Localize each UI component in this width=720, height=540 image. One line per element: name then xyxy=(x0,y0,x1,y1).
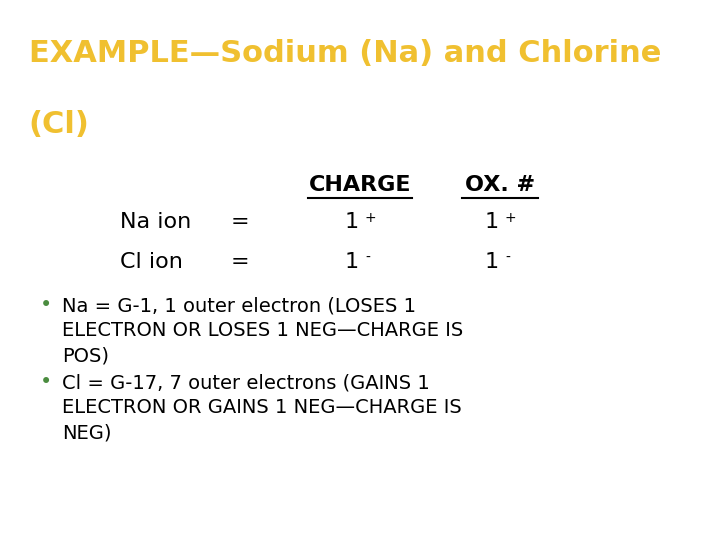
Text: CHARGE: CHARGE xyxy=(309,176,411,195)
Text: -: - xyxy=(505,251,510,265)
Text: Cl = G-17, 7 outer electrons (GAINS 1: Cl = G-17, 7 outer electrons (GAINS 1 xyxy=(62,373,430,392)
Text: Na = G-1, 1 outer electron (LOSES 1: Na = G-1, 1 outer electron (LOSES 1 xyxy=(62,296,416,315)
Text: EXAMPLE—Sodium (Na) and Chlorine: EXAMPLE—Sodium (Na) and Chlorine xyxy=(29,39,661,69)
Text: 1: 1 xyxy=(345,212,359,232)
Text: OX. #: OX. # xyxy=(465,176,535,195)
Text: 1: 1 xyxy=(485,252,499,272)
Text: NEG): NEG) xyxy=(62,423,112,442)
Text: Cl ion: Cl ion xyxy=(120,252,183,272)
Text: +: + xyxy=(365,211,377,225)
Text: =: = xyxy=(230,252,249,272)
Text: ELECTRON OR GAINS 1 NEG—CHARGE IS: ELECTRON OR GAINS 1 NEG—CHARGE IS xyxy=(62,398,462,417)
Text: 1: 1 xyxy=(485,212,499,232)
Text: +: + xyxy=(505,211,517,225)
Text: •: • xyxy=(40,295,52,315)
Text: ELECTRON OR LOSES 1 NEG—CHARGE IS: ELECTRON OR LOSES 1 NEG—CHARGE IS xyxy=(62,321,463,340)
Text: Na ion: Na ion xyxy=(120,212,192,232)
Text: •: • xyxy=(40,372,52,392)
Text: POS): POS) xyxy=(62,346,109,365)
Text: =: = xyxy=(230,212,249,232)
Text: -: - xyxy=(365,251,370,265)
Text: 1: 1 xyxy=(345,252,359,272)
Text: (Cl): (Cl) xyxy=(29,110,90,139)
